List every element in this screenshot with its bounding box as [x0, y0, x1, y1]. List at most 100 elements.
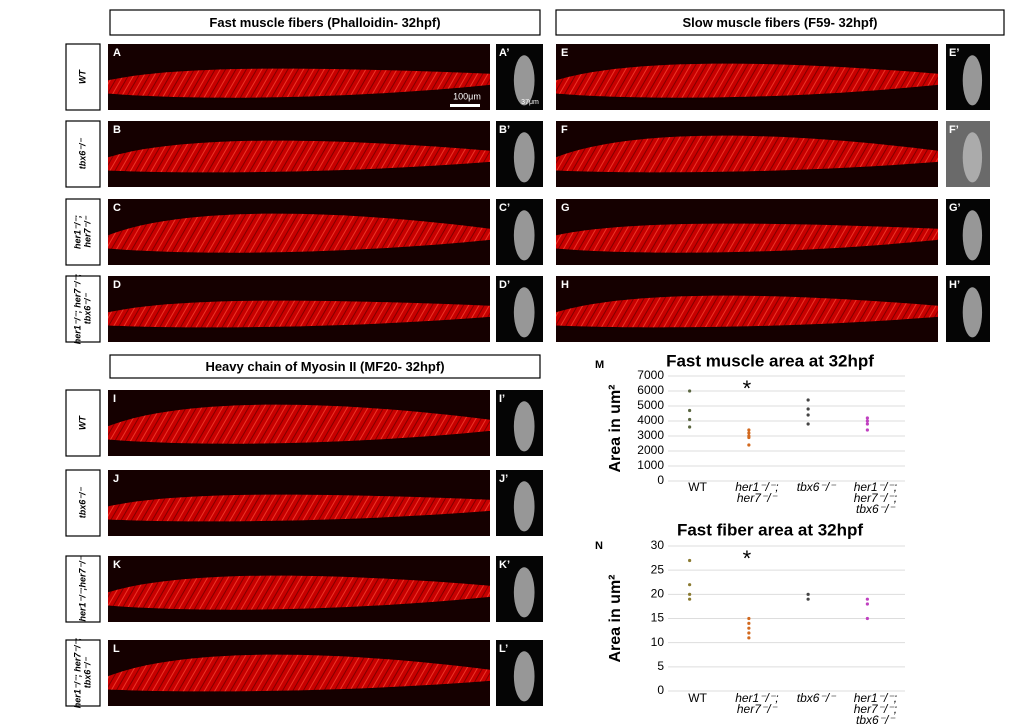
- panel-letter: A: [113, 47, 121, 59]
- muscle-tissue: [556, 63, 938, 98]
- data-point: [865, 428, 869, 432]
- data-point: [688, 597, 692, 601]
- data-point: [688, 425, 692, 429]
- section-title: Heavy chain of Myosin II (MF20- 32hpf): [205, 359, 444, 374]
- row-label-box: [65, 389, 101, 457]
- y-tick-label: 10: [651, 635, 665, 649]
- chart-letter: M: [595, 359, 604, 371]
- muscle-tissue: [108, 404, 490, 444]
- x-tick-label: tbx6⁻/⁻: [797, 691, 837, 705]
- muscle-tissue: [556, 135, 938, 173]
- data-point: [747, 636, 751, 640]
- thumbnail-letter: H’: [949, 279, 960, 291]
- section-title: Slow muscle fibers (F59- 32hpf): [682, 15, 877, 30]
- data-point: [688, 583, 692, 587]
- data-point: [747, 443, 751, 447]
- thumbnail-tissue: [962, 132, 983, 183]
- data-point: [688, 408, 692, 413]
- data-point: [747, 616, 751, 621]
- row-label-box: [65, 43, 101, 111]
- row-label: WT: [77, 69, 87, 84]
- section-title: Fast muscle fibers (Phalloidin- 32hpf): [209, 15, 440, 30]
- data-point: [747, 626, 751, 630]
- row-label-box: [65, 198, 101, 266]
- thumbnail-tissue: [513, 210, 535, 261]
- x-tick-label: her1⁻/⁻;: [735, 480, 778, 494]
- muscle-tissue: [108, 494, 490, 522]
- x-tick-label: her1⁻/⁻;: [854, 480, 897, 494]
- row-label-box: [65, 275, 101, 343]
- panel-letter: C: [113, 202, 121, 214]
- chart-letter: N: [595, 540, 603, 552]
- row-label-box: [65, 555, 101, 623]
- data-point: [806, 413, 810, 417]
- y-tick-label: 30: [651, 538, 665, 552]
- y-tick-label: 0: [657, 683, 664, 697]
- data-point: [747, 428, 751, 432]
- row-label: her1⁻/⁻; her7⁻/⁻;: [72, 638, 82, 709]
- y-tick-label: 0: [657, 473, 664, 487]
- muscle-tissue: [556, 295, 938, 328]
- data-point: [747, 631, 751, 635]
- data-point: [688, 592, 692, 596]
- data-point: [806, 407, 810, 411]
- row-label: tbx6⁻/⁻: [77, 138, 87, 170]
- row-label-box: [65, 120, 101, 188]
- data-point: [865, 419, 869, 423]
- x-tick-label: WT: [688, 691, 707, 705]
- thumbnail-tissue: [962, 210, 983, 261]
- thumbnail-tissue: [513, 287, 535, 338]
- significance-annotation: *: [743, 546, 752, 571]
- panel-letter: L: [113, 643, 120, 655]
- thumbnail-letter: E’: [949, 47, 959, 59]
- data-point: [865, 416, 869, 420]
- x-tick-label: her1⁻/⁻;: [854, 691, 897, 705]
- row-label: tbx6⁻/⁻: [82, 293, 92, 325]
- data-point: [688, 558, 692, 563]
- data-point: [865, 616, 869, 621]
- panel-letter: B: [113, 124, 121, 136]
- thumbnail-letter: K’: [499, 559, 510, 571]
- thumbnail-letter: L’: [499, 643, 508, 655]
- muscle-tissue: [108, 300, 490, 328]
- scale-label: 37μm: [521, 99, 539, 106]
- thumbnail-letter: I’: [499, 393, 505, 405]
- row-label: tbx6⁻/⁻: [82, 657, 92, 689]
- row-label: her1⁻/⁻;: [72, 215, 82, 249]
- y-tick-label: 5: [657, 659, 664, 673]
- y-tick-label: 2000: [637, 443, 664, 457]
- y-tick-label: 3000: [637, 428, 664, 442]
- x-tick-label: tbx6⁻/⁻: [856, 713, 896, 726]
- x-tick-label: her7⁻/⁻: [737, 702, 779, 716]
- data-point: [688, 389, 692, 393]
- data-point: [747, 431, 751, 435]
- significance-annotation: *: [743, 376, 752, 401]
- y-tick-label: 1000: [637, 458, 664, 472]
- panel-letter: G: [561, 202, 570, 214]
- thumbnail-letter: F’: [949, 124, 959, 136]
- data-point: [865, 602, 869, 606]
- thumbnail-letter: C’: [499, 202, 510, 214]
- chart-title: Fast fiber area at 32hpf: [677, 520, 863, 539]
- data-point: [806, 592, 810, 596]
- panel-letter: F: [561, 124, 568, 136]
- panel-letter: D: [113, 279, 121, 291]
- muscle-tissue: [108, 140, 490, 173]
- scale-bar: [450, 104, 480, 107]
- row-label: her7⁻/⁻: [82, 215, 92, 247]
- y-tick-label: 7000: [637, 368, 664, 382]
- thumbnail-tissue: [962, 287, 983, 338]
- scale-label: 100μm: [453, 91, 481, 101]
- x-tick-label: her7⁻/⁻;: [854, 491, 897, 505]
- row-label: her1⁻/⁻;her7⁻/⁻: [77, 555, 87, 621]
- thumbnail-letter: G’: [949, 202, 961, 214]
- data-point: [806, 398, 810, 402]
- data-point: [806, 422, 810, 426]
- chart-title: Fast muscle area at 32hpf: [666, 351, 874, 370]
- x-tick-label: tbx6⁻/⁻: [856, 502, 896, 516]
- y-tick-label: 20: [651, 587, 665, 601]
- panel-letter: E: [561, 47, 568, 59]
- muscle-tissue: [108, 654, 490, 692]
- section-box: [109, 9, 541, 36]
